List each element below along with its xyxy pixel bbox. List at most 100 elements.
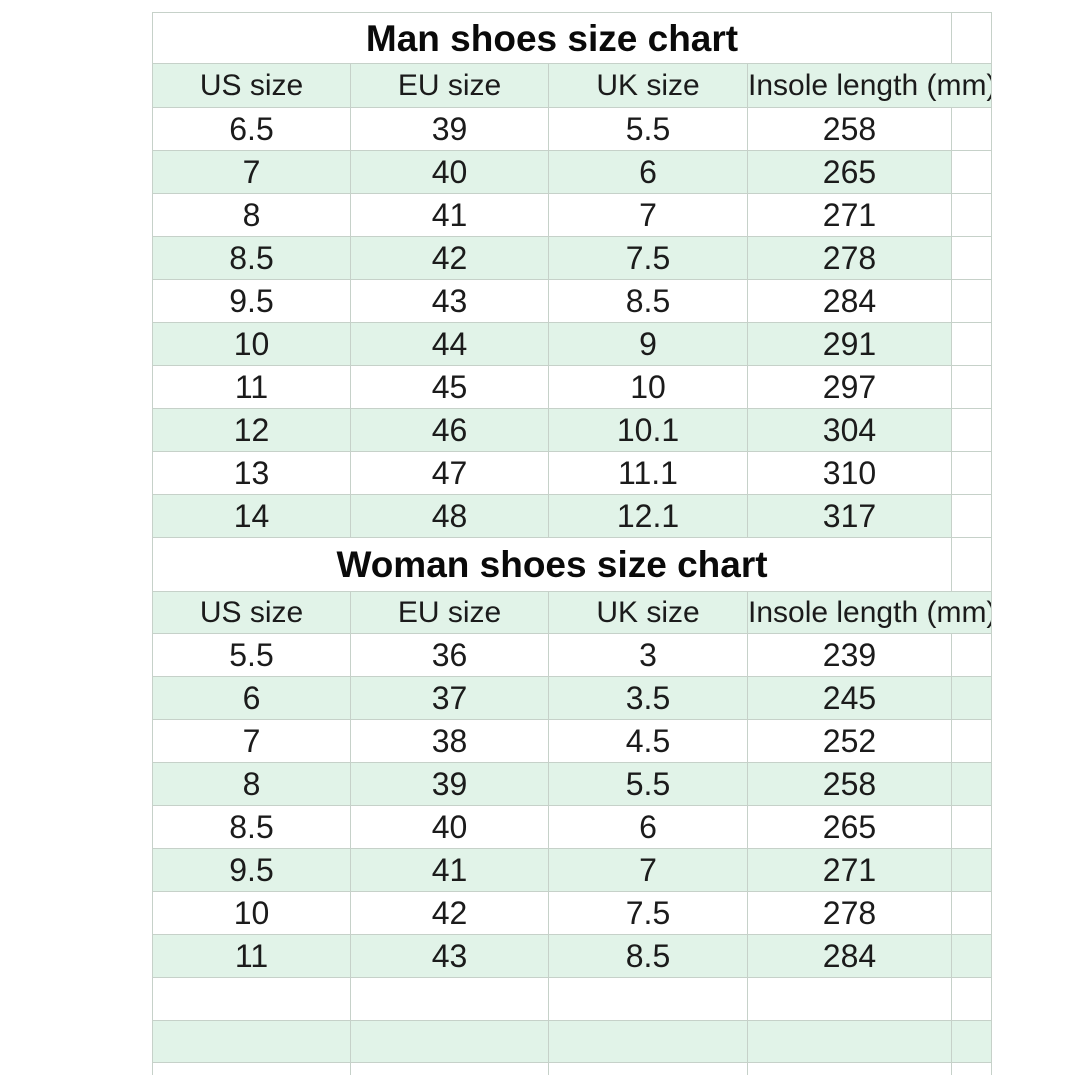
cell-uk: 8.5 [548,934,748,978]
woman-row: 10 42 7.5 278 [152,891,992,935]
cell-uk: 10.1 [548,408,748,452]
cell-eu: 44 [350,322,549,366]
man-table-title: Man shoes size chart [152,12,952,64]
cell-us: 8 [152,762,351,806]
cell-uk: 7 [548,193,748,237]
man-row: 8 41 7 271 [152,193,992,237]
cell-eu: 40 [350,150,549,194]
empty-cell [548,977,748,1021]
stub-cell [951,762,992,806]
stub-cell [951,236,992,280]
woman-row: 11 43 8.5 284 [152,934,992,978]
cell-insole: 239 [747,633,952,677]
woman-row: 9.5 41 7 271 [152,848,992,892]
cell-us: 7 [152,719,351,763]
empty-cell [152,1020,351,1063]
empty-cell [152,1062,351,1075]
cell-us: 11 [152,934,351,978]
empty-cell [548,1020,748,1063]
man-row: 10 44 9 291 [152,322,992,366]
stub-cell [951,408,992,452]
cell-insole: 258 [747,762,952,806]
stub-cell [951,805,992,849]
cell-insole: 284 [747,934,952,978]
stub-cell [951,1062,992,1075]
cell-insole: 278 [747,891,952,935]
cell-eu: 42 [350,236,549,280]
empty-cell [747,1062,952,1075]
column-header-uk-size: UK size [548,63,748,108]
cell-uk: 3 [548,633,748,677]
cell-us: 10 [152,322,351,366]
cell-us: 11 [152,365,351,409]
woman-row: 8 39 5.5 258 [152,762,992,806]
cell-us: 7 [152,150,351,194]
stub-cell [951,451,992,495]
cell-eu: 47 [350,451,549,495]
cell-uk: 6 [548,805,748,849]
cell-eu: 36 [350,633,549,677]
cell-us: 8 [152,193,351,237]
cell-uk: 12.1 [548,494,748,538]
cell-uk: 7.5 [548,236,748,280]
cell-insole: 271 [747,193,952,237]
empty-cell [152,977,351,1021]
stub-cell [951,934,992,978]
cell-insole: 278 [747,236,952,280]
cell-insole: 265 [747,805,952,849]
cell-insole: 284 [747,279,952,323]
cell-insole: 265 [747,150,952,194]
man-row: 8.5 42 7.5 278 [152,236,992,280]
empty-cell [350,1020,549,1063]
cell-insole: 252 [747,719,952,763]
cell-us: 10 [152,891,351,935]
size-chart-sheet: Man shoes size chart US size EU size UK … [152,12,992,1075]
cell-eu: 39 [350,107,549,151]
stub-cell [951,719,992,763]
cell-uk: 7 [548,848,748,892]
woman-row: 6 37 3.5 245 [152,676,992,720]
stub-cell [951,150,992,194]
cell-eu: 37 [350,676,549,720]
cell-eu: 43 [350,934,549,978]
empty-row-green [152,1020,992,1063]
cell-us: 8.5 [152,805,351,849]
cell-insole: 271 [747,848,952,892]
cell-uk: 5.5 [548,107,748,151]
cell-eu: 39 [350,762,549,806]
man-row: 7 40 6 265 [152,150,992,194]
man-row: 13 47 11.1 310 [152,451,992,495]
cell-insole: 291 [747,322,952,366]
cell-us: 6 [152,676,351,720]
cell-insole: 304 [747,408,952,452]
cell-us: 8.5 [152,236,351,280]
cell-uk: 3.5 [548,676,748,720]
cell-us: 13 [152,451,351,495]
woman-row: 5.5 36 3 239 [152,633,992,677]
column-header-us-size: US size [152,63,351,108]
woman-row: 7 38 4.5 252 [152,719,992,763]
cell-insole: 297 [747,365,952,409]
cell-eu: 43 [350,279,549,323]
cell-eu: 38 [350,719,549,763]
woman-table-title: Woman shoes size chart [152,537,952,592]
man-row: 12 46 10.1 304 [152,408,992,452]
cell-eu: 42 [350,891,549,935]
empty-cell [747,977,952,1021]
cell-us: 9.5 [152,279,351,323]
cell-eu: 41 [350,193,549,237]
cell-us: 12 [152,408,351,452]
column-header-uk-size: UK size [548,591,748,634]
cell-uk: 7.5 [548,891,748,935]
cell-insole: 310 [747,451,952,495]
man-row: 6.5 39 5.5 258 [152,107,992,151]
column-header-insole-length: Insole length (mm) [747,63,992,108]
stub-cell [951,891,992,935]
column-header-eu-size: EU size [350,591,549,634]
cell-eu: 46 [350,408,549,452]
cell-eu: 45 [350,365,549,409]
woman-row: 8.5 40 6 265 [152,805,992,849]
woman-header-row: US size EU size UK size Insole length (m… [152,591,992,634]
stub-cell [951,676,992,720]
